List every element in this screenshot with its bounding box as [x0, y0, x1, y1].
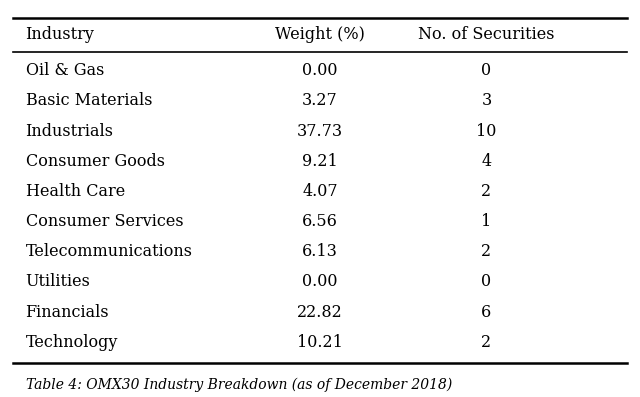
Text: 6.56: 6.56 — [302, 213, 338, 230]
Text: Consumer Goods: Consumer Goods — [26, 153, 164, 170]
Text: 2: 2 — [481, 243, 492, 260]
Text: Basic Materials: Basic Materials — [26, 93, 152, 109]
Text: 3: 3 — [481, 93, 492, 109]
Text: 6.13: 6.13 — [302, 243, 338, 260]
Text: 37.73: 37.73 — [297, 123, 343, 139]
Text: Utilities: Utilities — [26, 274, 90, 290]
Text: 4.07: 4.07 — [302, 183, 338, 200]
Text: 3.27: 3.27 — [302, 93, 338, 109]
Text: Telecommunications: Telecommunications — [26, 243, 193, 260]
Text: 22.82: 22.82 — [297, 304, 343, 320]
Text: 10: 10 — [476, 123, 497, 139]
Text: 2: 2 — [481, 183, 492, 200]
Text: Industrials: Industrials — [26, 123, 114, 139]
Text: 1: 1 — [481, 213, 492, 230]
Text: Table 4: OMX30 Industry Breakdown (as of December 2018): Table 4: OMX30 Industry Breakdown (as of… — [26, 378, 452, 392]
Text: Weight (%): Weight (%) — [275, 27, 365, 43]
Text: Health Care: Health Care — [26, 183, 125, 200]
Text: 0: 0 — [481, 62, 492, 79]
Text: 10.21: 10.21 — [297, 334, 343, 351]
Text: 0.00: 0.00 — [302, 62, 338, 79]
Text: Industry: Industry — [26, 27, 95, 43]
Text: 4: 4 — [481, 153, 492, 170]
Text: 0.00: 0.00 — [302, 274, 338, 290]
Text: 6: 6 — [481, 304, 492, 320]
Text: 2: 2 — [481, 334, 492, 351]
Text: Oil & Gas: Oil & Gas — [26, 62, 104, 79]
Text: 0: 0 — [481, 274, 492, 290]
Text: No. of Securities: No. of Securities — [418, 27, 555, 43]
Text: Technology: Technology — [26, 334, 118, 351]
Text: Consumer Services: Consumer Services — [26, 213, 183, 230]
Text: Financials: Financials — [26, 304, 109, 320]
Text: 9.21: 9.21 — [302, 153, 338, 170]
